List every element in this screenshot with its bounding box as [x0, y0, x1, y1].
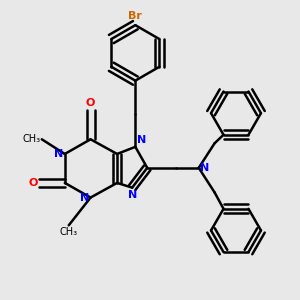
Text: O: O — [28, 178, 38, 188]
Text: N: N — [137, 135, 146, 145]
Text: N: N — [80, 193, 89, 202]
Text: N: N — [200, 163, 210, 173]
Text: N: N — [54, 149, 63, 159]
Text: O: O — [86, 98, 95, 108]
Text: CH₃: CH₃ — [60, 227, 78, 237]
Text: N: N — [128, 190, 138, 200]
Text: Br: Br — [128, 11, 142, 21]
Text: CH₃: CH₃ — [22, 134, 40, 144]
